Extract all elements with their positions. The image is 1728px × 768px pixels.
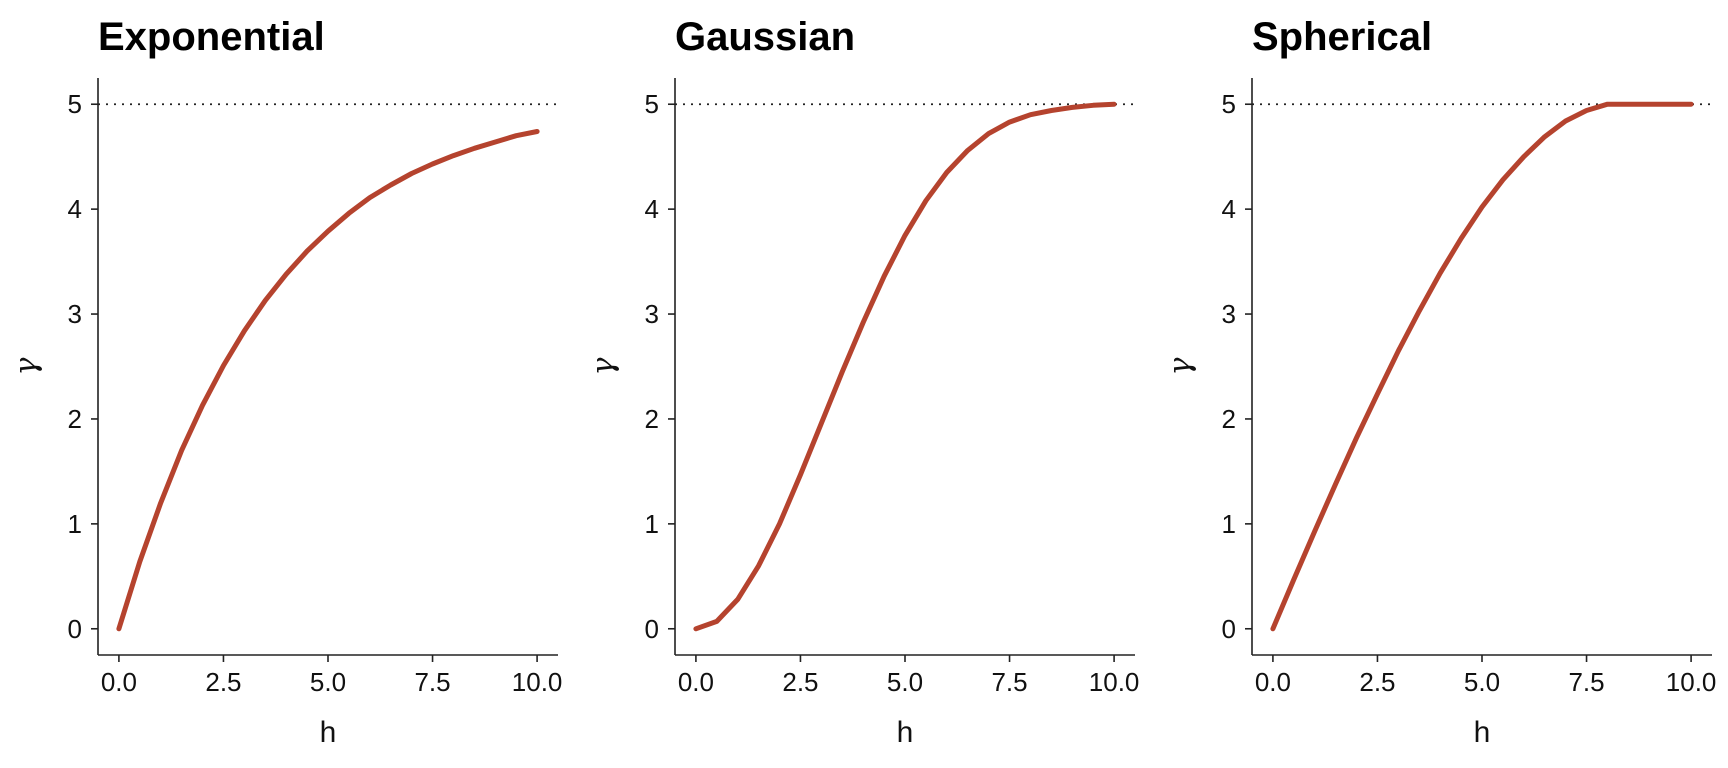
x-tick-label: 7.5 xyxy=(991,667,1027,697)
x-tick-label: 0.0 xyxy=(1255,667,1291,697)
y-tick-label: 0 xyxy=(645,614,659,644)
y-axis-label: γ xyxy=(9,357,44,375)
y-tick-label: 3 xyxy=(645,299,659,329)
x-tick-label: 7.5 xyxy=(1568,667,1604,697)
panel-exponential: Exponential 0 1 2 3 4 5 0.0 2.5 5.0 7.5 10.0 h γ xyxy=(9,15,562,749)
y-axis-label: γ xyxy=(586,357,621,375)
y-axis-label: γ xyxy=(1163,357,1198,375)
x-tick-label: 5.0 xyxy=(1464,667,1500,697)
y-tick-label: 3 xyxy=(68,299,82,329)
y-tick-label: 0 xyxy=(1222,614,1236,644)
y-tick-label: 0 xyxy=(68,614,82,644)
y-tick-label: 1 xyxy=(1222,509,1236,539)
variogram-curve xyxy=(693,101,1117,632)
variogram-curve xyxy=(1270,101,1694,632)
y-tick-label: 5 xyxy=(1222,89,1236,119)
x-tick-label: 10.0 xyxy=(1666,667,1717,697)
panel-title: Gaussian xyxy=(675,15,855,59)
x-tick-label: 10.0 xyxy=(512,667,563,697)
panel-spherical: Spherical 0 1 2 3 4 5 0.0 2.5 5.0 7.5 10.0 h γ xyxy=(1163,15,1716,749)
y-tick-label: 2 xyxy=(1222,404,1236,434)
y-tick-label: 3 xyxy=(1222,299,1236,329)
panel-title: Spherical xyxy=(1252,15,1432,59)
y-tick-label: 4 xyxy=(1222,194,1236,224)
x-tick-label: 5.0 xyxy=(887,667,923,697)
x-tick-label: 2.5 xyxy=(782,667,818,697)
y-tick-label: 2 xyxy=(645,404,659,434)
x-tick-label: 2.5 xyxy=(205,667,241,697)
x-axis-label: h xyxy=(320,716,337,749)
x-tick-label: 0.0 xyxy=(101,667,137,697)
y-tick-label: 1 xyxy=(68,509,82,539)
panel-gaussian: Gaussian 0 1 2 3 4 5 0.0 2.5 5.0 7.5 10.0 h γ xyxy=(586,15,1139,749)
y-tick-label: 4 xyxy=(68,194,82,224)
variogram-curve xyxy=(116,129,540,632)
x-tick-label: 7.5 xyxy=(414,667,450,697)
x-axis-label: h xyxy=(1474,716,1491,749)
panel-title: Exponential xyxy=(98,15,325,59)
y-tick-label: 5 xyxy=(68,89,82,119)
x-tick-label: 0.0 xyxy=(678,667,714,697)
x-tick-label: 2.5 xyxy=(1359,667,1395,697)
x-axis-label: h xyxy=(897,716,914,749)
x-tick-label: 5.0 xyxy=(310,667,346,697)
y-tick-label: 5 xyxy=(645,89,659,119)
y-tick-label: 1 xyxy=(645,509,659,539)
y-tick-label: 4 xyxy=(645,194,659,224)
y-tick-label: 2 xyxy=(68,404,82,434)
x-tick-label: 10.0 xyxy=(1089,667,1140,697)
